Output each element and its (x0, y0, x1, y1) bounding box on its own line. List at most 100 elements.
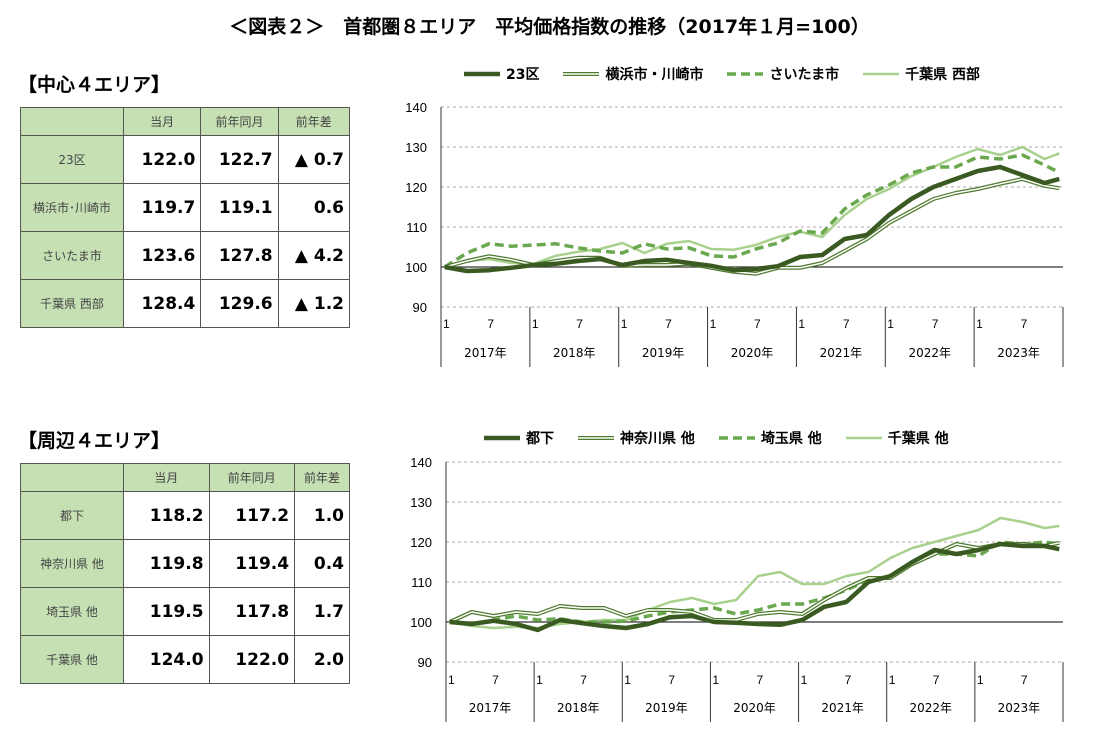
legend-swatch (863, 72, 900, 76)
month-tick-label: 1 (621, 317, 628, 331)
month-tick-label: 1 (624, 673, 631, 687)
y-tick-label: 120 (410, 535, 432, 550)
table-central: 当月 前年同月 前年差 23区 122.0 122.7 ▲ 0.7 横浜市･川崎市 11… (20, 107, 351, 328)
diff-value: 1.7 (294, 587, 350, 636)
month-tick-label: 7 (576, 317, 583, 331)
y-tick-label: 140 (410, 455, 432, 470)
year-label: 2018年 (557, 701, 600, 715)
month-tick-label: 1 (448, 673, 455, 687)
table-header-row: 当月 前年同月 前年差 (20, 107, 351, 136)
legend-label: 都下 (526, 431, 554, 447)
y-tick-label: 100 (410, 615, 432, 630)
row-label: 横浜市･川崎市 (20, 183, 124, 232)
legend-central: 23区 横浜市・川崎市 さいたま市 千葉県 西部 (462, 64, 980, 84)
month-tick-label: 7 (843, 317, 850, 331)
table-header-row: 当月 前年同月 前年差 (20, 463, 350, 492)
column-header (20, 463, 124, 492)
month-tick-label: 1 (976, 317, 983, 331)
current-value: 123.6 (122, 231, 202, 280)
current-value: 119.8 (123, 539, 210, 588)
year-label: 2023年 (998, 701, 1041, 715)
section-heading-central: 【中心４エリア】 (18, 74, 171, 96)
legend-swatch (484, 435, 520, 441)
legend-swatch (718, 436, 755, 440)
diff-value: 1.0 (294, 491, 350, 540)
legend-swatch (563, 72, 600, 76)
year-label: 2017年 (464, 346, 507, 360)
current-value: 128.4 (122, 279, 202, 328)
legend-item: 千葉県 他 (844, 428, 949, 448)
month-tick-label: 7 (668, 673, 675, 687)
column-header: 前年差 (277, 107, 351, 136)
current-value: 118.2 (123, 491, 210, 540)
month-tick-label: 1 (801, 673, 808, 687)
legend-item: 千葉県 西部 (861, 64, 980, 84)
month-tick-label: 1 (536, 673, 543, 687)
y-tick-label: 110 (406, 220, 427, 235)
column-header: 当月 (122, 107, 202, 136)
month-tick-label: 1 (712, 673, 719, 687)
series-line-double (444, 178, 1060, 275)
y-tick-label: 110 (411, 575, 432, 590)
legend-item: 23区 (462, 64, 539, 84)
y-tick-label: 90 (413, 300, 427, 315)
row-label: 埼玉県 他 (20, 587, 124, 636)
section-heading-peripheral: 【周辺４エリア】 (18, 430, 171, 452)
prev-year-value: 122.0 (208, 635, 296, 684)
year-label: 2020年 (731, 346, 774, 360)
month-tick-label: 1 (798, 317, 805, 331)
month-tick-label: 7 (665, 317, 672, 331)
row-label: 神奈川県 他 (20, 539, 124, 588)
month-tick-label: 1 (887, 317, 894, 331)
diff-value: 0.4 (294, 539, 350, 588)
y-tick-label: 90 (418, 655, 432, 670)
diff-value: 2.0 (294, 635, 350, 684)
y-tick-label: 100 (405, 260, 427, 275)
legend-item: 横浜市・川崎市 (561, 64, 703, 84)
table-row: 埼玉県 他 119.5 117.8 1.7 (20, 587, 350, 636)
year-label: 2019年 (642, 346, 685, 360)
y-tick-label: 130 (410, 495, 432, 510)
column-header: 前年同月 (208, 463, 296, 492)
series-line-dashed (443, 153, 1061, 269)
legend-peripheral: 都下 神奈川県 他 埼玉県 他 千葉県 他 (482, 428, 949, 448)
month-tick-label: 7 (492, 673, 499, 687)
diff-value: ▲ 4.2 (277, 231, 351, 280)
current-value: 119.5 (123, 587, 210, 636)
year-label: 2022年 (910, 701, 953, 715)
legend-swatch (578, 436, 614, 440)
table-row: 千葉県 西部 128.4 129.6 ▲ 1.2 (20, 279, 351, 328)
row-label: 都下 (20, 491, 124, 540)
column-header: 前年差 (294, 463, 350, 492)
row-label: 23区 (20, 135, 124, 184)
legend-item: 都下 (482, 428, 554, 448)
column-header (20, 107, 124, 136)
month-tick-label: 7 (1021, 673, 1028, 687)
month-tick-label: 7 (845, 673, 852, 687)
y-tick-label: 130 (405, 140, 427, 155)
diff-value: ▲ 1.2 (277, 279, 351, 328)
series-line-light (444, 145, 1060, 269)
month-tick-label: 1 (532, 317, 539, 331)
prev-year-value: 129.6 (200, 279, 279, 328)
prev-year-value: 127.8 (200, 231, 279, 280)
month-tick-label: 7 (580, 673, 587, 687)
month-tick-label: 7 (754, 317, 761, 331)
legend-label: 23区 (506, 67, 540, 83)
month-tick-label: 7 (932, 317, 939, 331)
year-label: 2022年 (908, 346, 951, 360)
row-label: 千葉県 他 (20, 635, 124, 684)
page-title: ＜図表２＞ 首都圏８エリア 平均価格指数の推移（2017年１月=100） (229, 16, 870, 38)
table-peripheral: 当月 前年同月 前年差 都下 118.2 117.2 1.0 神奈川県 他 119.8 1… (20, 463, 350, 684)
month-tick-label: 7 (757, 673, 764, 687)
y-tick-label: 120 (405, 180, 427, 195)
year-label: 2018年 (553, 346, 596, 360)
month-tick-label: 1 (710, 317, 717, 331)
year-label: 2021年 (820, 346, 863, 360)
prev-year-value: 122.7 (200, 135, 279, 184)
year-label: 2019年 (645, 701, 688, 715)
legend-label: 千葉県 他 (887, 431, 949, 447)
legend-item: 埼玉県 他 (717, 428, 822, 448)
row-label: 千葉県 西部 (20, 279, 124, 328)
